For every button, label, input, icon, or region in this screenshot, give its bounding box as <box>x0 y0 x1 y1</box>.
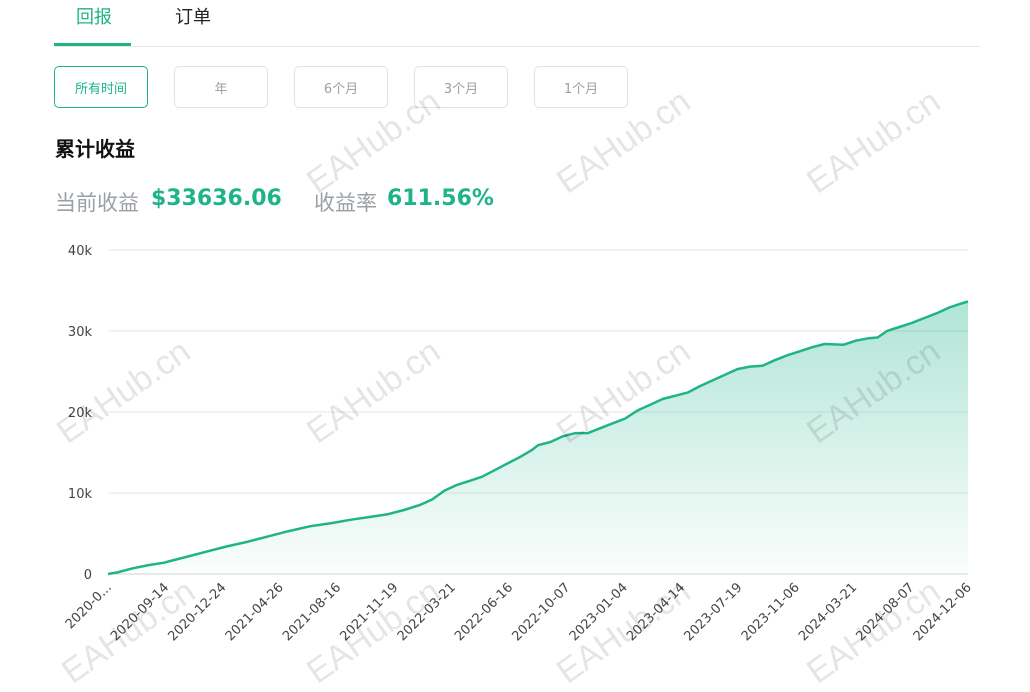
series-line <box>107 300 969 576</box>
range-3-months-button[interactable]: 3个月 <box>414 66 508 108</box>
range-1-month-button[interactable]: 1个月 <box>534 66 628 108</box>
y-tick-label: 10k <box>68 487 93 502</box>
x-tick-label: 2021-04-26 <box>223 580 287 644</box>
profit-rate-value: 611.56% <box>387 186 494 211</box>
x-tick-label: 2022-10-07 <box>509 580 573 644</box>
x-tick-label: 2023-11-06 <box>739 580 803 644</box>
range-6-months-button[interactable]: 6个月 <box>294 66 388 108</box>
series-area <box>108 301 968 574</box>
x-tick-label: 2024-03-21 <box>796 580 860 644</box>
x-tick-label: 2024-08-07 <box>853 580 917 644</box>
profit-rate-label: 收益率 <box>314 191 377 215</box>
y-tick-label: 40k <box>68 244 93 259</box>
current-profit-label: 当前收益 <box>55 191 139 215</box>
current-profit-value: $33636.06 <box>151 186 282 211</box>
x-tick-label: 2022-03-21 <box>395 580 459 644</box>
x-tick-label: 2020-0... <box>63 580 115 632</box>
watermark: EAHub.cn <box>800 82 948 202</box>
range-year-button[interactable]: 年 <box>174 66 268 108</box>
tab-orders[interactable]: 订单 <box>175 7 211 28</box>
tab-returns[interactable]: 回报 <box>76 7 112 28</box>
y-tick-label: 20k <box>68 406 93 421</box>
tab-bar: 回报 订单 <box>54 0 980 47</box>
x-tick-label: 2021-08-16 <box>280 580 344 644</box>
cumulative-profit-chart: 0 10k 20k 30k 40k 2020-0...2020-09-142020-12… <box>63 244 975 644</box>
range-all-time-button[interactable]: 所有时间 <box>54 66 148 108</box>
x-tick-label: 2023-04-14 <box>624 580 688 644</box>
section-title: 累计收益 <box>55 137 135 161</box>
x-tick-label: 2020-09-14 <box>108 580 172 644</box>
x-tick-label: 2023-07-19 <box>681 580 745 644</box>
x-tick-label: 2021-11-19 <box>337 580 401 644</box>
y-tick-label: 0 <box>84 568 92 583</box>
x-tick-label: 2023-01-04 <box>567 580 631 644</box>
x-tick-label: 2020-12-24 <box>165 580 229 644</box>
y-tick-label: 30k <box>68 325 93 340</box>
x-tick-label: 2024-12-06 <box>911 580 975 644</box>
x-tick-label: 2022-06-16 <box>452 580 516 644</box>
active-tab-indicator <box>54 43 131 46</box>
